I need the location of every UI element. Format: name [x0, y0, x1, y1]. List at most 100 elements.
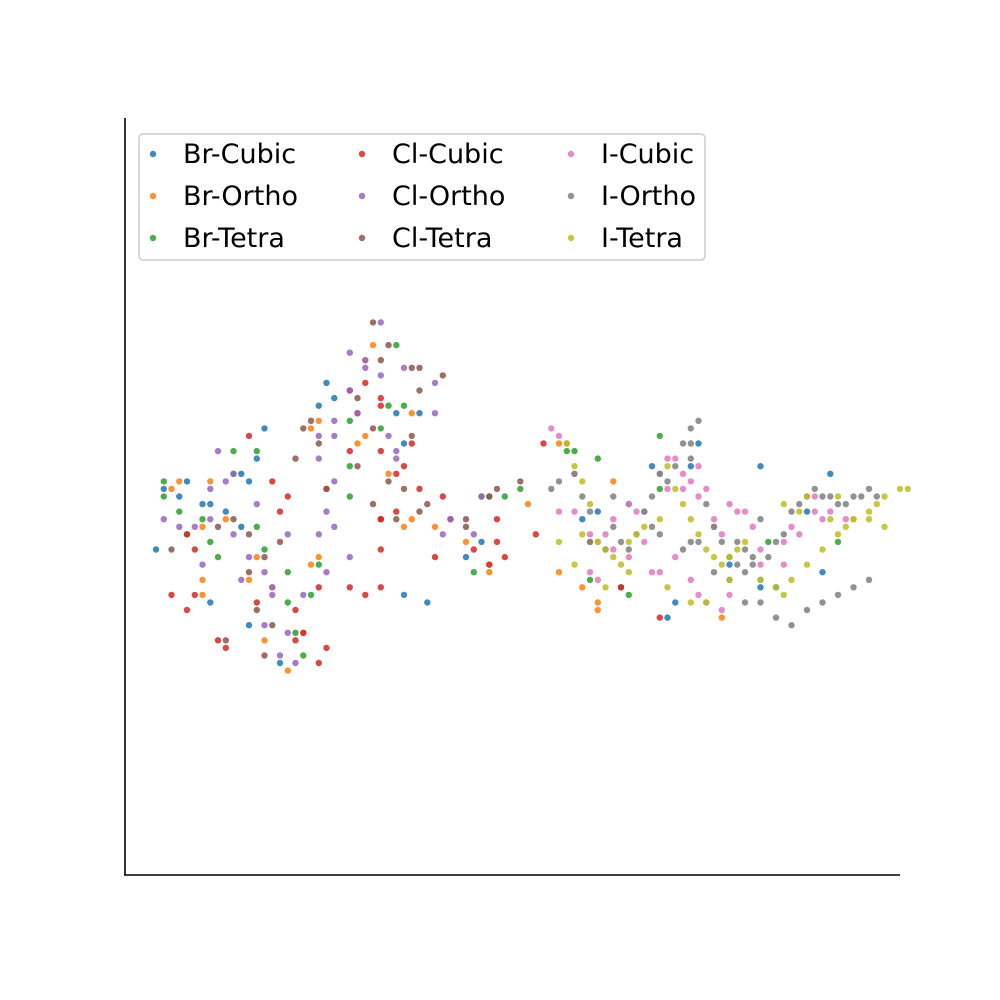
point-i-ortho-52	[695, 538, 702, 546]
point-cl-cubic-3	[183, 606, 191, 614]
scatter-points	[152, 319, 911, 674]
point-i-tetra-43	[703, 599, 710, 606]
point-i-tetra-16	[679, 500, 687, 508]
point-br-ortho-19	[431, 523, 439, 530]
point-i-ortho-53	[710, 569, 718, 576]
point-i-cubic-28	[757, 561, 764, 568]
point-i-ortho-14	[672, 463, 679, 470]
point-i-ortho-59	[803, 606, 811, 614]
point-cl-ortho-48	[269, 591, 276, 599]
point-i-ortho-12	[656, 470, 663, 477]
point-br-tetra-8	[230, 447, 237, 455]
point-cl-cubic-28	[400, 463, 408, 470]
legend-frame	[138, 133, 706, 261]
point-br-tetra-29	[571, 447, 578, 455]
point-cl-ortho-11	[269, 584, 276, 591]
point-br-tetra-19	[377, 425, 384, 432]
point-br-cubic-3	[199, 500, 206, 508]
point-br-cubic-28	[687, 463, 694, 470]
point-i-cubic-42	[641, 538, 648, 546]
point-i-ortho-6	[610, 523, 617, 530]
legend-item-cl-ortho: Cl-Ortho	[358, 181, 505, 212]
point-cl-cubic-20	[377, 394, 384, 402]
point-br-ortho-20	[408, 516, 415, 523]
point-br-tetra-0	[160, 493, 167, 500]
legend-marker	[358, 192, 366, 200]
point-i-ortho-3	[579, 493, 586, 500]
point-br-cubic-6	[238, 523, 245, 530]
point-i-ortho-17	[687, 425, 694, 432]
point-br-cubic-12	[331, 394, 338, 402]
point-cl-ortho-21	[331, 478, 338, 485]
point-cl-tetra-31	[462, 516, 470, 523]
legend-label: Br-Tetra	[183, 223, 285, 254]
point-br-tetra-36	[765, 538, 772, 546]
point-cl-tetra-3	[245, 569, 253, 576]
point-cl-cubic-14	[292, 606, 299, 614]
point-cl-cubic-2	[168, 591, 175, 599]
point-cl-ortho-45	[315, 531, 322, 538]
point-i-cubic-22	[718, 531, 725, 538]
point-br-cubic-2	[152, 546, 160, 553]
point-br-ortho-14	[369, 341, 377, 349]
point-i-ortho-56	[757, 599, 764, 606]
point-cl-cubic-22	[346, 447, 353, 455]
point-br-ortho-23	[486, 569, 493, 576]
point-br-cubic-36	[238, 470, 245, 477]
point-cl-ortho-13	[300, 591, 307, 599]
point-i-tetra-50	[865, 516, 873, 523]
point-cl-ortho-1	[176, 523, 183, 530]
point-i-tetra-13	[656, 516, 663, 523]
legend-item-i-cubic: I-Cubic	[567, 139, 694, 170]
point-cl-tetra-33	[493, 485, 501, 493]
point-cl-ortho-38	[470, 531, 477, 538]
point-br-ortho-30	[594, 599, 601, 606]
point-cl-cubic-31	[431, 553, 439, 561]
point-cl-ortho-3	[207, 485, 214, 493]
point-br-tetra-25	[501, 493, 508, 500]
point-br-cubic-18	[579, 516, 586, 523]
point-i-ortho-39	[850, 493, 857, 500]
point-cl-ortho-24	[346, 349, 353, 356]
point-i-cubic-26	[749, 523, 756, 530]
point-i-tetra-52	[827, 516, 834, 523]
point-br-ortho-9	[245, 576, 253, 583]
point-cl-tetra-15	[377, 357, 384, 364]
point-i-cubic-30	[780, 538, 787, 546]
point-i-cubic-6	[586, 531, 594, 538]
point-br-cubic-14	[400, 440, 408, 447]
point-br-ortho-5	[222, 516, 229, 523]
point-cl-tetra-30	[439, 372, 446, 379]
point-br-cubic-39	[276, 659, 284, 667]
point-br-cubic-35	[478, 538, 485, 546]
point-cl-ortho-23	[346, 387, 353, 394]
point-cl-ortho-33	[431, 410, 439, 417]
point-br-tetra-20	[385, 402, 392, 409]
point-i-tetra-7	[610, 553, 617, 561]
point-i-ortho-13	[664, 478, 671, 485]
point-cl-ortho-19	[331, 432, 338, 440]
point-i-ortho-49	[749, 553, 756, 561]
point-br-cubic-22	[726, 561, 733, 568]
point-i-cubic-17	[687, 478, 694, 485]
point-cl-ortho-18	[315, 455, 322, 462]
point-i-tetra-22	[726, 553, 733, 561]
point-i-cubic-41	[625, 553, 632, 561]
point-i-ortho-47	[734, 538, 741, 546]
point-i-cubic-25	[741, 508, 749, 515]
point-cl-tetra-23	[408, 432, 415, 440]
point-br-cubic-7	[245, 478, 253, 485]
point-i-tetra-3	[586, 500, 594, 508]
point-br-tetra-9	[253, 447, 260, 455]
point-i-tetra-24	[741, 538, 749, 546]
point-i-ortho-18	[695, 417, 702, 424]
point-i-tetra-18	[695, 531, 702, 538]
point-cl-tetra-12	[315, 440, 322, 447]
point-cl-tetra-13	[323, 485, 330, 493]
point-cl-tetra-19	[416, 387, 423, 394]
point-i-tetra-2	[579, 478, 586, 485]
point-cl-cubic-13	[315, 584, 322, 591]
point-i-tetra-28	[788, 576, 795, 583]
point-cl-tetra-17	[385, 341, 392, 349]
